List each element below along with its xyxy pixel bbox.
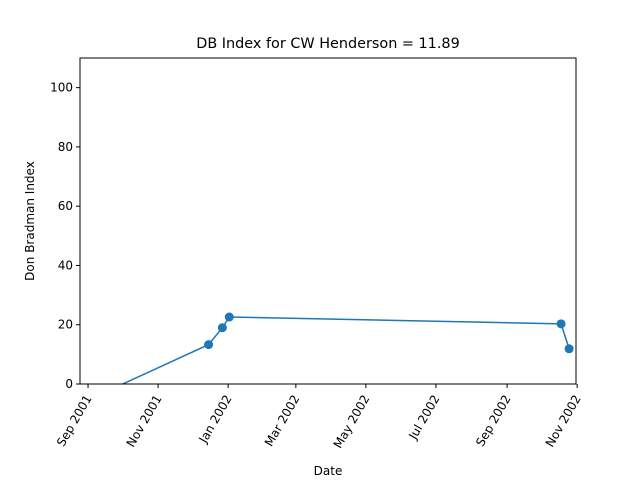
y-tick-label: 0 xyxy=(65,377,73,391)
y-tick-label: 40 xyxy=(58,258,73,272)
x-tick-label: Jan 2002 xyxy=(196,393,235,447)
x-tick-label: Mar 2002 xyxy=(262,393,303,449)
y-axis: 0 20 40 60 80 100 xyxy=(50,81,80,391)
data-point xyxy=(204,340,214,350)
chart-title: DB Index for CW Henderson = 11.89 xyxy=(196,36,459,52)
y-tick-label: 60 xyxy=(58,199,73,213)
x-tick-label: Nov 2001 xyxy=(124,393,165,450)
x-axis-label: Date xyxy=(314,464,343,478)
data-point xyxy=(564,344,574,354)
y-tick-label: 100 xyxy=(50,81,73,95)
plot-frame xyxy=(79,57,577,385)
series-layer xyxy=(120,312,574,384)
x-tick-label: Jul 2002 xyxy=(405,393,442,443)
y-axis-label: Don Bradman Index xyxy=(23,161,37,281)
x-tick-label: Sep 2001 xyxy=(54,393,95,449)
x-tick-label: Sep 2002 xyxy=(473,392,514,448)
x-tick-label: May 2002 xyxy=(331,393,373,451)
series-line xyxy=(120,316,570,384)
x-tick-label: Nov 2002 xyxy=(543,393,584,450)
data-point xyxy=(556,319,566,329)
data-point xyxy=(217,323,227,333)
y-tick-label: 80 xyxy=(58,140,73,154)
y-tick-label: 20 xyxy=(58,318,73,332)
x-axis: Sep 2001 Nov 2001 Jan 2002 Mar 2002 May 2002… xyxy=(54,384,584,451)
data-point xyxy=(224,312,234,322)
